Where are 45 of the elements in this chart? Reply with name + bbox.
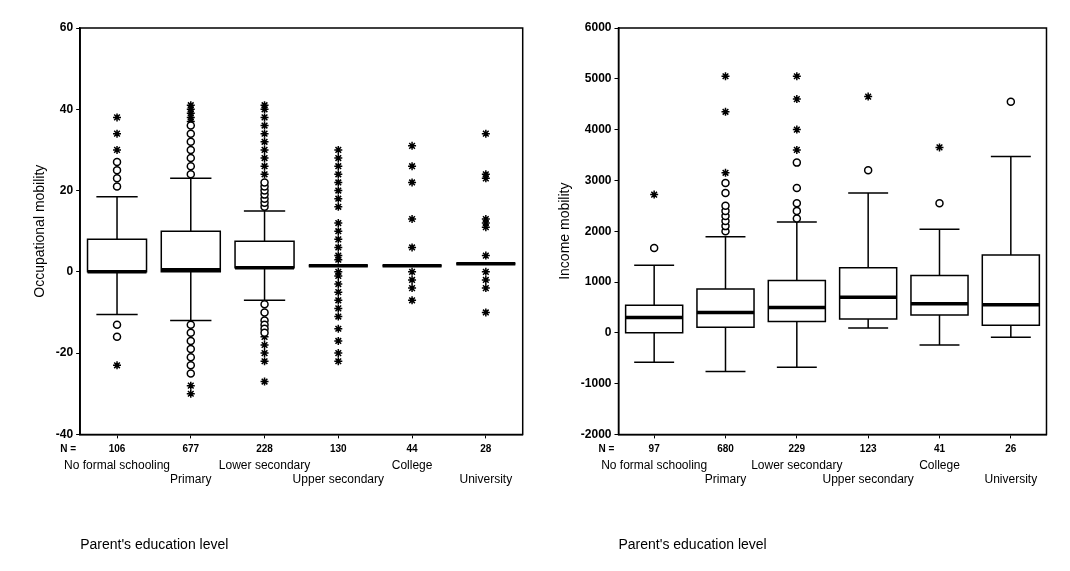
y-tick-label: -40: [55, 426, 74, 441]
annotation: 41: [933, 443, 946, 455]
y-tick-label: 2000: [584, 223, 612, 238]
x-axis-title: Parent's education level: [618, 536, 767, 553]
x-tick-label: No formal schooling: [601, 457, 708, 472]
y-tick-label: 40: [59, 101, 74, 116]
x-tick-label: University: [984, 472, 1038, 487]
annotation: 123: [859, 443, 877, 455]
y-axis-title: Income mobility: [556, 182, 573, 280]
annotation: 44: [406, 443, 419, 455]
annotation: 97: [648, 443, 661, 455]
annotation: 106: [108, 443, 126, 455]
x-axis-title: Parent's education level: [80, 536, 229, 553]
x-tick-label: No formal schooling: [63, 457, 171, 472]
y-tick-label: 60: [59, 20, 74, 35]
annotation: 228: [256, 443, 274, 455]
x-tick-label: Primary: [704, 472, 747, 487]
annotation: 28: [480, 443, 492, 455]
annotation: 229: [788, 443, 806, 455]
text: N =: [60, 443, 77, 455]
y-tick-label: -2000: [580, 426, 612, 441]
x-tick-label: Lower secondary: [751, 457, 843, 472]
y-tick-label: 6000: [584, 20, 612, 35]
y-tick-label: 1000: [584, 274, 612, 289]
x-tick-label: Primary: [170, 472, 212, 487]
annotation: 130: [329, 443, 348, 455]
x-tick-label: College: [919, 457, 961, 472]
annotation: 26: [1005, 443, 1017, 455]
x-tick-label: Upper secondary: [292, 472, 384, 487]
y-tick-label: 4000: [584, 121, 612, 136]
y-tick-label: 5000: [584, 71, 612, 86]
y-tick-label: -1000: [580, 375, 612, 390]
x-tick-label: University: [459, 472, 513, 487]
x-tick-label: College: [391, 457, 433, 472]
y-tick-label: 3000: [584, 172, 612, 187]
y-tick-label: 0: [66, 264, 74, 279]
y-axis-title: Occupational mobility: [31, 164, 48, 298]
y-tick-label: 0: [604, 325, 612, 340]
y-tick-label: -20: [55, 345, 74, 360]
annotation: 680: [717, 443, 735, 455]
annotation: 677: [182, 443, 200, 455]
text: N =: [598, 443, 615, 455]
x-tick-label: Lower secondary: [218, 457, 311, 472]
x-tick-label: Upper secondary: [822, 472, 914, 487]
y-tick-label: 20: [59, 182, 74, 197]
